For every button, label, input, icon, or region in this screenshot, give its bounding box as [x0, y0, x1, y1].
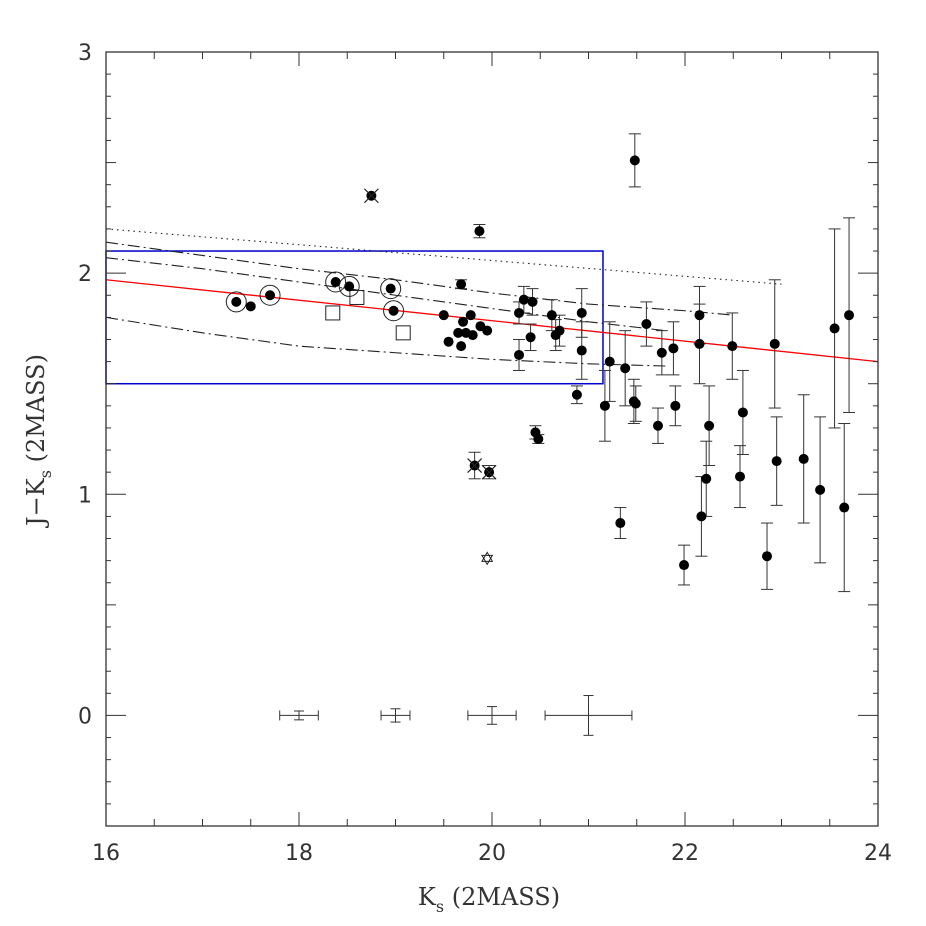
filled-point: [771, 456, 782, 467]
circled-point-ring: [325, 271, 347, 293]
model-curve-dashdot: [105, 257, 666, 332]
filled-point: [798, 453, 809, 464]
filled-point: [571, 389, 582, 400]
filled-point: [456, 279, 467, 290]
filled-point: [482, 325, 493, 336]
filled-point: [735, 471, 746, 482]
y-tick-label: 1: [78, 483, 92, 508]
filled-point: [769, 338, 780, 349]
filled-point: [762, 551, 773, 562]
circled-point-ring: [383, 300, 405, 322]
filled-point: [443, 336, 454, 347]
model-curve-dashdot: [105, 241, 734, 316]
filled-point: [546, 310, 557, 321]
x-axis-label: Ks (2MASS): [418, 883, 560, 916]
filled-point: [829, 323, 840, 334]
cross-marker: [481, 464, 497, 480]
selection-box: [105, 250, 604, 385]
y-tick-label: 2: [78, 262, 92, 287]
filled-point: [839, 502, 850, 513]
fit-line: [105, 279, 879, 363]
filled-point: [467, 330, 478, 341]
star-point: [481, 554, 494, 566]
filled-point: [630, 398, 641, 409]
open-square-point: [325, 305, 341, 321]
filled-point: [465, 310, 476, 321]
filled-point: [456, 341, 467, 352]
x-tick-label: 18: [285, 841, 313, 866]
filled-point: [525, 332, 536, 343]
open-square-point: [349, 289, 365, 305]
star-point: [481, 551, 494, 562]
filled-point: [604, 356, 615, 367]
y-tick-label: 0: [78, 704, 92, 729]
y-axis-label: J−Ks (2MASS): [22, 354, 55, 529]
filled-point: [668, 343, 679, 354]
filled-point: [514, 307, 525, 318]
filled-point: [815, 484, 826, 495]
filled-point: [554, 325, 565, 336]
filled-point: [737, 407, 748, 418]
y-tick-label: 3: [78, 41, 92, 66]
filled-point: [527, 296, 538, 307]
model-curve-dotted: [105, 228, 782, 285]
filled-point: [694, 338, 705, 349]
filled-point: [533, 434, 544, 444]
x-tick-label: 22: [671, 841, 699, 866]
filled-point: [629, 155, 640, 166]
filled-point: [344, 281, 355, 292]
x-tick-label: 24: [864, 841, 892, 866]
filled-point: [245, 301, 256, 312]
filled-point: [453, 327, 464, 338]
filled-point: [518, 294, 529, 305]
filled-point: [844, 310, 855, 321]
x-tick-label: 16: [92, 841, 120, 866]
circled-point-ring: [380, 278, 402, 300]
filled-point: [438, 310, 449, 321]
filled-point: [330, 276, 341, 287]
filled-point: [474, 226, 485, 237]
x-tick-label: 20: [478, 841, 506, 866]
circled-point-ring: [259, 284, 281, 306]
filled-point: [679, 560, 690, 571]
filled-point: [231, 296, 242, 307]
filled-point: [652, 420, 663, 431]
filled-point: [670, 400, 681, 411]
filled-point: [514, 349, 525, 360]
cross-marker: [363, 188, 379, 204]
filled-point: [385, 283, 396, 294]
filled-point: [615, 518, 626, 529]
circled-point-ring: [338, 275, 360, 297]
filled-point: [656, 347, 667, 358]
filled-point: [727, 341, 738, 352]
filled-point: [704, 420, 715, 431]
filled-point: [694, 310, 705, 321]
filled-point: [599, 400, 610, 411]
open-square-point: [395, 325, 411, 341]
filled-point: [576, 307, 587, 318]
filled-point: [576, 345, 587, 356]
circled-point-ring: [225, 291, 247, 313]
model-curve-dashdot: [105, 316, 666, 367]
filled-point: [701, 473, 712, 484]
filled-point: [641, 319, 652, 330]
filled-point: [458, 316, 469, 327]
filled-point: [265, 290, 276, 301]
filled-point: [696, 511, 707, 522]
filled-point: [620, 363, 631, 374]
cross-marker: [467, 458, 483, 473]
filled-point: [388, 305, 399, 316]
